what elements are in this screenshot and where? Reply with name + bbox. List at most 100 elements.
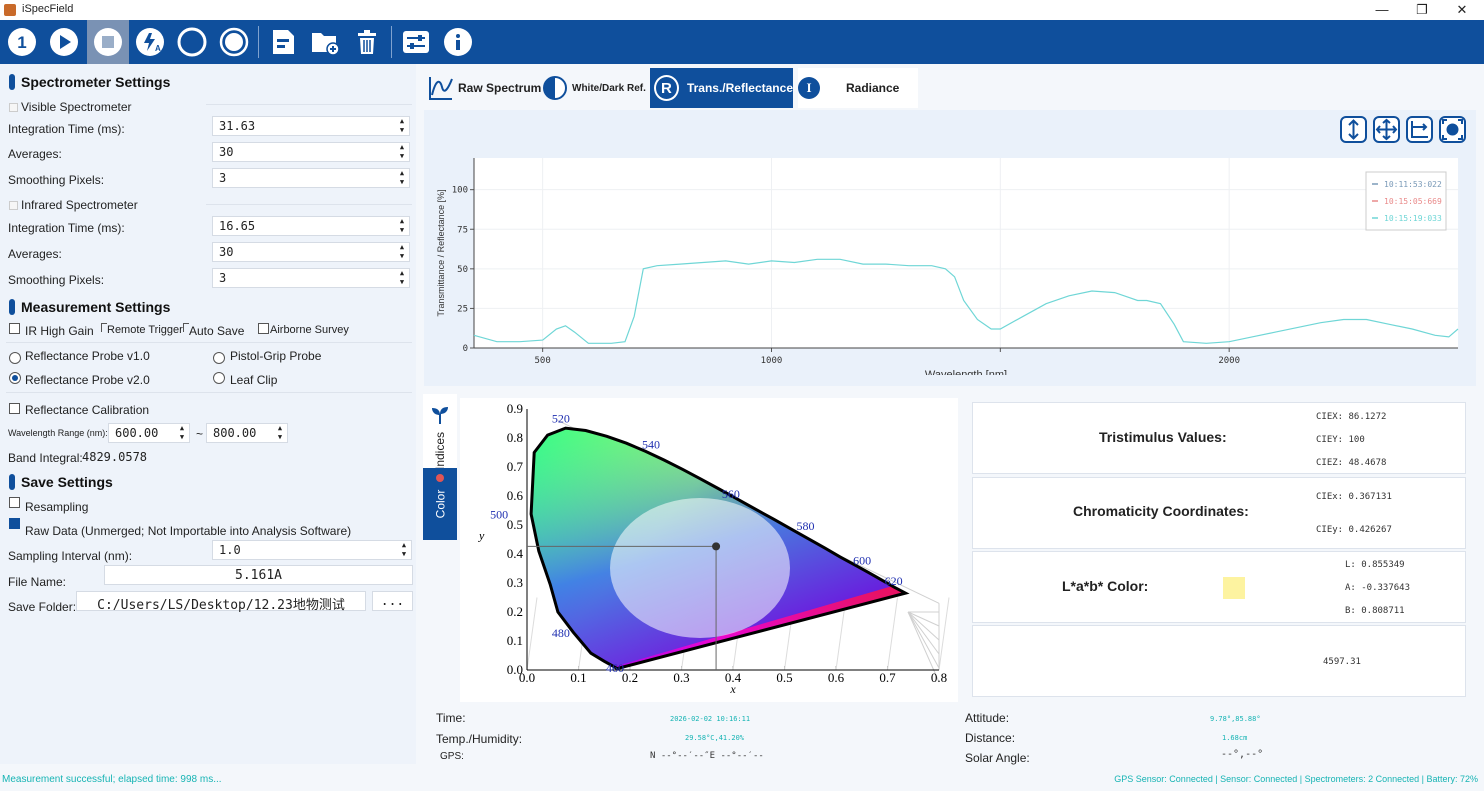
x-tick-label: 0.2 <box>622 670 638 685</box>
spin-buttons[interactable]: ▲ ▼ <box>399 217 405 234</box>
auto-save-label: Auto Save <box>189 324 245 338</box>
tab-trans-reflectance-label: Trans./Reflectance <box>686 81 793 95</box>
play-button[interactable] <box>47 25 81 59</box>
solar-angle-label: Solar Angle: <box>965 751 1030 765</box>
spectrum-chart[interactable]: 500 1000 2000 0 25 50 75 100 Wavelength [nm] Tran… <box>430 150 1470 375</box>
spin-buttons[interactable]: ▲ ▼ <box>179 424 185 441</box>
open-folder-button[interactable] <box>308 25 342 59</box>
ir-averages-label: Averages: <box>8 247 62 261</box>
ir-integration-value: 16.65 <box>219 219 256 233</box>
wavelength-to-value: 800.00 <box>213 426 257 440</box>
time-value: 2026-02-02 10:16:11 <box>670 715 751 723</box>
range-separator: ~ <box>196 427 204 441</box>
x-axis-label: Wavelength [nm] <box>925 369 1007 375</box>
reflectance-probe-v2-radio[interactable] <box>9 372 21 384</box>
file-name-input[interactable]: 5.161A <box>104 565 413 585</box>
airborne-survey-checkbox[interactable] <box>258 323 269 334</box>
auto-exposure-button[interactable]: A <box>133 25 167 59</box>
save-folder-input[interactable]: C:/Users/LS/Desktop/12.23地物测试 <box>76 591 366 613</box>
leaf-clip-radio[interactable] <box>213 372 225 384</box>
time-label: Time: <box>436 711 466 725</box>
wavelength-label: 460 <box>606 661 624 675</box>
distance-value: 1.68cm <box>1222 734 1248 742</box>
wavelength-label: 620 <box>885 574 903 588</box>
ir-smoothing-input[interactable]: 3 ▲ ▼ <box>212 268 410 288</box>
spectrum-icon <box>429 77 453 100</box>
spin-buttons[interactable]: ▲ ▼ <box>399 143 405 160</box>
vis-smoothing-input[interactable]: 3 ▲ ▼ <box>212 168 410 188</box>
remote-trigger-checkbox[interactable] <box>101 323 107 332</box>
plant-icon <box>432 407 448 424</box>
reflectance-probe-v1-radio[interactable] <box>9 352 21 364</box>
tab-raw-spectrum[interactable]: Raw Spectrum <box>428 68 542 108</box>
svg-text:A: A <box>155 44 161 53</box>
sampling-interval-input[interactable]: 1.0 ▲ ▼ <box>212 540 412 560</box>
vis-averages-input[interactable]: 30 ▲ ▼ <box>212 142 410 162</box>
info-button[interactable] <box>441 25 475 59</box>
wavelength-from-value: 600.00 <box>115 426 159 440</box>
vis-integration-input[interactable]: 31.63 ▲ ▼ <box>212 116 410 136</box>
fit-all-icon[interactable] <box>1439 116 1466 143</box>
spin-buttons[interactable]: ▲ ▼ <box>399 269 405 286</box>
vertical-fit-icon[interactable] <box>1340 116 1367 143</box>
auto-save-checkbox[interactable] <box>183 323 189 332</box>
resampling-checkbox[interactable] <box>9 497 20 508</box>
wavelength-to-input[interactable]: 800.00 ▲ ▼ <box>206 423 288 443</box>
reflectance-calibration-checkbox[interactable] <box>9 403 20 414</box>
stop-button[interactable] <box>87 20 129 64</box>
ir-high-gain-checkbox[interactable] <box>9 323 20 334</box>
save-button[interactable] <box>266 25 300 59</box>
temp-humidity-label: Temp./Humidity: <box>436 732 523 746</box>
browse-folder-button[interactable]: ... <box>372 591 413 611</box>
cie-axes: 0.0 0.1 0.2 0.3 0.4 0.5 0.6 0.7 0.8 0.0 0.1 0.2 0.3 0… <box>478 401 947 696</box>
raw-data-checkbox[interactable] <box>9 518 20 529</box>
single-measure-button[interactable]: 1 <box>5 25 39 59</box>
horizontal-fit-icon[interactable] <box>1406 116 1433 143</box>
grid-line <box>907 611 940 627</box>
spectral-locus <box>529 426 910 671</box>
single-measure-icon: 1 <box>8 28 36 56</box>
y-axis-label: y <box>478 529 485 543</box>
ir-integration-input[interactable]: 16.65 ▲ ▼ <box>212 216 410 236</box>
infrared-spectrometer-checkbox[interactable] <box>9 201 18 210</box>
spin-buttons[interactable]: ▲ ▼ <box>401 541 407 558</box>
y-tick-label: 0.3 <box>507 575 523 590</box>
close-button[interactable]: ✕ <box>1456 2 1468 17</box>
tab-indices[interactable]: Indices <box>423 394 457 470</box>
x-tick-label: 0.3 <box>673 670 689 685</box>
cie-chromaticity-diagram[interactable]: 0.0 0.1 0.2 0.3 0.4 0.5 0.6 0.7 0.8 0.0 0.1 0.2 0.3 0… <box>460 398 958 702</box>
wavelength-label: 540 <box>642 438 660 452</box>
tab-white-dark-ref[interactable]: White/Dark Ref. <box>542 68 650 108</box>
x-tick-label: 0.5 <box>776 670 792 685</box>
toolbar-separator <box>258 26 259 58</box>
wavelength-label: 600 <box>853 554 871 568</box>
maximize-button[interactable]: ❐ <box>1416 2 1428 17</box>
temp-humidity-value: 29.58°C,41.20% <box>685 734 745 742</box>
wavelength-from-input[interactable]: 600.00 ▲ ▼ <box>108 423 190 443</box>
dark-reference-button[interactable] <box>175 25 209 59</box>
tab-color[interactable]: Color <box>423 468 457 540</box>
spin-buttons[interactable]: ▲ ▼ <box>399 169 405 186</box>
delete-button[interactable] <box>350 25 384 59</box>
y-tick-label: 75 <box>457 225 468 235</box>
cie-y-value: CIEy: 0.426267 <box>1316 525 1392 535</box>
tab-color-label: Color <box>433 489 447 519</box>
wavelength-range-label: Wavelength Range (nm): <box>8 428 108 438</box>
spin-buttons[interactable]: ▲ ▼ <box>399 243 405 260</box>
pan-icon[interactable] <box>1373 116 1400 143</box>
white-reference-button[interactable] <box>217 25 251 59</box>
tab-radiance[interactable]: I Radiance <box>798 68 918 108</box>
plot-area <box>474 158 1458 348</box>
minimize-button[interactable]: — <box>1375 2 1389 17</box>
stop-icon <box>94 28 122 56</box>
settings-button[interactable] <box>399 25 433 59</box>
visible-spectrometer-checkbox[interactable] <box>9 103 18 112</box>
ir-averages-input[interactable]: 30 ▲ ▼ <box>212 242 410 262</box>
pistol-grip-probe-radio[interactable] <box>213 352 225 364</box>
spin-buttons[interactable]: ▲ ▼ <box>399 117 405 134</box>
smoothing-label: Smoothing Pixels: <box>8 173 105 187</box>
plot-tools <box>1340 116 1466 143</box>
spin-buttons[interactable]: ▲ ▼ <box>277 424 283 441</box>
tab-trans-reflectance[interactable]: R Trans./Reflectance <box>650 68 793 108</box>
tristimulus-box: Tristimulus Values: CIEX: 86.1272 CIEY: … <box>972 402 1466 474</box>
